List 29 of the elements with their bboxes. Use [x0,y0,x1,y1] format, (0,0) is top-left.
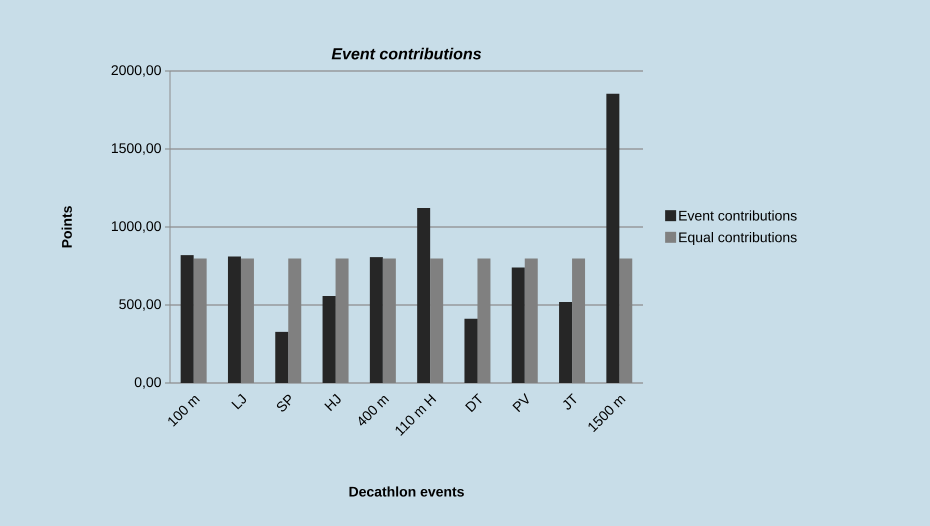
x-tick-label: DT [465,393,482,412]
bar [275,332,288,383]
x-tick-label: 100 m [168,396,200,427]
bar [370,257,383,383]
legend-label: Event contributions [679,210,797,221]
y-axis-title: Points [62,206,72,248]
x-tick-label: SP [276,394,291,412]
bar [606,94,620,383]
x-tick-label: JT [563,393,576,410]
bar [464,318,478,383]
bar [559,302,572,383]
x-tick-label: LJ [231,394,246,410]
x-tick-label: 400 m [358,396,390,426]
y-tick-label: 2000,00 [112,65,161,77]
bar [512,268,525,383]
x-axis-title: Decathlon events [349,486,464,497]
legend-label: Equal contributions [679,232,797,246]
y-tick-label: 1000,00 [112,221,161,233]
y-tick-label: 0,00 [134,377,161,389]
x-tick-label: HJ [324,394,341,412]
y-tick-label: 500,00 [119,299,161,311]
bar [180,255,194,383]
bar [322,296,336,383]
x-tick-label: 110 m H [396,394,436,436]
bar [417,208,430,383]
y-tick-label: 1500,00 [112,143,161,155]
bar [228,256,241,383]
chart-title: Event contributions [332,48,482,60]
x-tick-label: PV [512,393,529,412]
